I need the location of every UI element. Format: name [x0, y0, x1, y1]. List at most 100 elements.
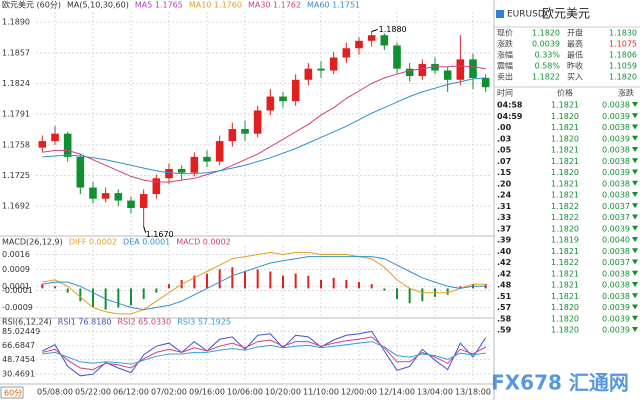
- tick-price: 1.1822: [551, 258, 579, 267]
- tick-time: .20: [497, 179, 512, 188]
- legend-entry: RSI1 76.8180: [58, 318, 112, 327]
- y-tick-label: 0.0001: [2, 282, 30, 291]
- tick-time: .05: [497, 146, 512, 155]
- candle-body: [367, 35, 376, 41]
- tick-price: 1.1820: [551, 112, 579, 121]
- tick-price: 1.1820: [551, 314, 579, 323]
- quote-label: 开盘: [567, 28, 583, 38]
- candle-body: [355, 40, 363, 49]
- down-arrow: [632, 135, 638, 141]
- symbol-name: 欧元美元: [542, 7, 590, 21]
- down-arrow: [632, 214, 638, 220]
- candle-body: [342, 48, 351, 58]
- candle-body: [329, 57, 338, 71]
- tick-price: 1.1821: [551, 146, 579, 155]
- symbol-icon: [496, 10, 504, 18]
- down-arrow: [632, 203, 638, 209]
- tick-price: 1.1821: [551, 157, 579, 166]
- candle-body: [279, 96, 287, 102]
- tick-time: 04:59: [497, 112, 523, 121]
- tick-time: .15: [497, 168, 512, 177]
- tick-change: 0.0038: [602, 101, 630, 110]
- tick-price: 1.1821: [551, 101, 579, 110]
- tick-change: 0.0038: [602, 281, 630, 290]
- tick-change: 0.0038: [602, 123, 630, 132]
- quote-label: 昨收: [567, 61, 583, 71]
- annotation: 1.1880: [379, 25, 407, 34]
- tick-time: .39: [497, 236, 512, 245]
- panel-title: RSI(6,12,24): [2, 318, 52, 327]
- x-tick-label: 13/18:00: [455, 388, 491, 397]
- quote-value: 1.1830: [609, 29, 637, 38]
- tick-price: 1.1820: [551, 134, 579, 143]
- down-arrow: [632, 113, 638, 119]
- y-tick-label: 1.1725: [2, 171, 30, 180]
- tick-price: 1.1821: [551, 292, 579, 301]
- tick-change: 0.0039: [602, 168, 630, 177]
- down-arrow: [632, 259, 638, 265]
- panel-subtitle: MA(5,10,30,60): [67, 1, 129, 10]
- y-tick-label: 85.02449: [2, 327, 40, 336]
- quote-label: 震幅: [497, 61, 513, 71]
- quote-label: 最低: [567, 50, 583, 60]
- x-tick-label: 05/08:00: [37, 388, 73, 397]
- candle-body: [393, 45, 401, 69]
- candle-body: [215, 141, 224, 162]
- tick-change: 0.0039: [602, 112, 630, 121]
- period-box[interactable]: [0, 386, 24, 399]
- x-tick-label: 09/16:00: [189, 388, 225, 397]
- tick-price: 1.1820: [551, 224, 579, 233]
- down-arrow: [632, 225, 638, 231]
- tick-time: .00: [497, 123, 512, 132]
- x-tick-label: 12/00:00: [341, 388, 377, 397]
- quote-value: 0.0039: [532, 40, 560, 49]
- y-tick-label: 1.1692: [2, 202, 30, 211]
- tick-time: .33: [497, 213, 511, 222]
- line-series: [42, 330, 487, 377]
- tick-time: .48: [497, 281, 512, 290]
- x-tick-label: 11/10:00: [303, 388, 339, 397]
- period-label[interactable]: 60分: [4, 389, 22, 398]
- table-header: 涨跌: [618, 88, 634, 98]
- candle-body: [228, 129, 237, 142]
- line-series: [42, 251, 486, 315]
- tick-change: 0.0040: [602, 236, 630, 245]
- candle-body: [418, 64, 427, 77]
- quote-label: 现价: [497, 29, 513, 38]
- legend-entry: MA30 1.1762: [248, 1, 301, 10]
- tick-time: .42: [497, 269, 511, 278]
- tick-price: 1.1819: [551, 236, 579, 245]
- tick-time: 04:58: [497, 101, 523, 110]
- candle-body: [291, 79, 300, 102]
- tick-change: 0.0039: [602, 134, 630, 143]
- x-tick-label: 10/20:00: [265, 388, 301, 397]
- table-header: 价格: [557, 88, 573, 98]
- quote-value: 0.33%: [535, 51, 561, 60]
- candle-body: [317, 68, 325, 71]
- legend-entry: MA10 1.1760: [189, 1, 242, 10]
- y-tick-label: 1.1758: [2, 140, 30, 149]
- quote-label: 涨幅: [497, 50, 513, 60]
- candle-body: [76, 156, 85, 188]
- tick-price: 1.1821: [551, 123, 579, 132]
- y-tick-label: 30.4691: [2, 369, 35, 378]
- table-header: 时间: [497, 88, 513, 98]
- quote-value: 0.58%: [535, 62, 561, 71]
- tick-price: 1.1821: [551, 281, 579, 290]
- tick-price: 1.1822: [551, 202, 579, 211]
- tick-price: 1.1822: [551, 213, 579, 222]
- tick-time: .58: [497, 314, 512, 323]
- down-arrow: [632, 102, 638, 107]
- tick-change: 0.0039: [602, 303, 630, 312]
- quote-label: 最高: [567, 39, 583, 49]
- candle-body: [203, 156, 211, 162]
- tick-time: .37: [497, 224, 511, 233]
- tick-price: 1.1821: [551, 269, 579, 278]
- quote-value: 1.1820: [609, 73, 637, 82]
- candle-body: [380, 35, 389, 46]
- down-arrow: [632, 304, 638, 310]
- panel-title: MACD(26,12,9): [2, 238, 63, 247]
- down-arrow: [632, 270, 638, 276]
- candle-body: [114, 193, 123, 201]
